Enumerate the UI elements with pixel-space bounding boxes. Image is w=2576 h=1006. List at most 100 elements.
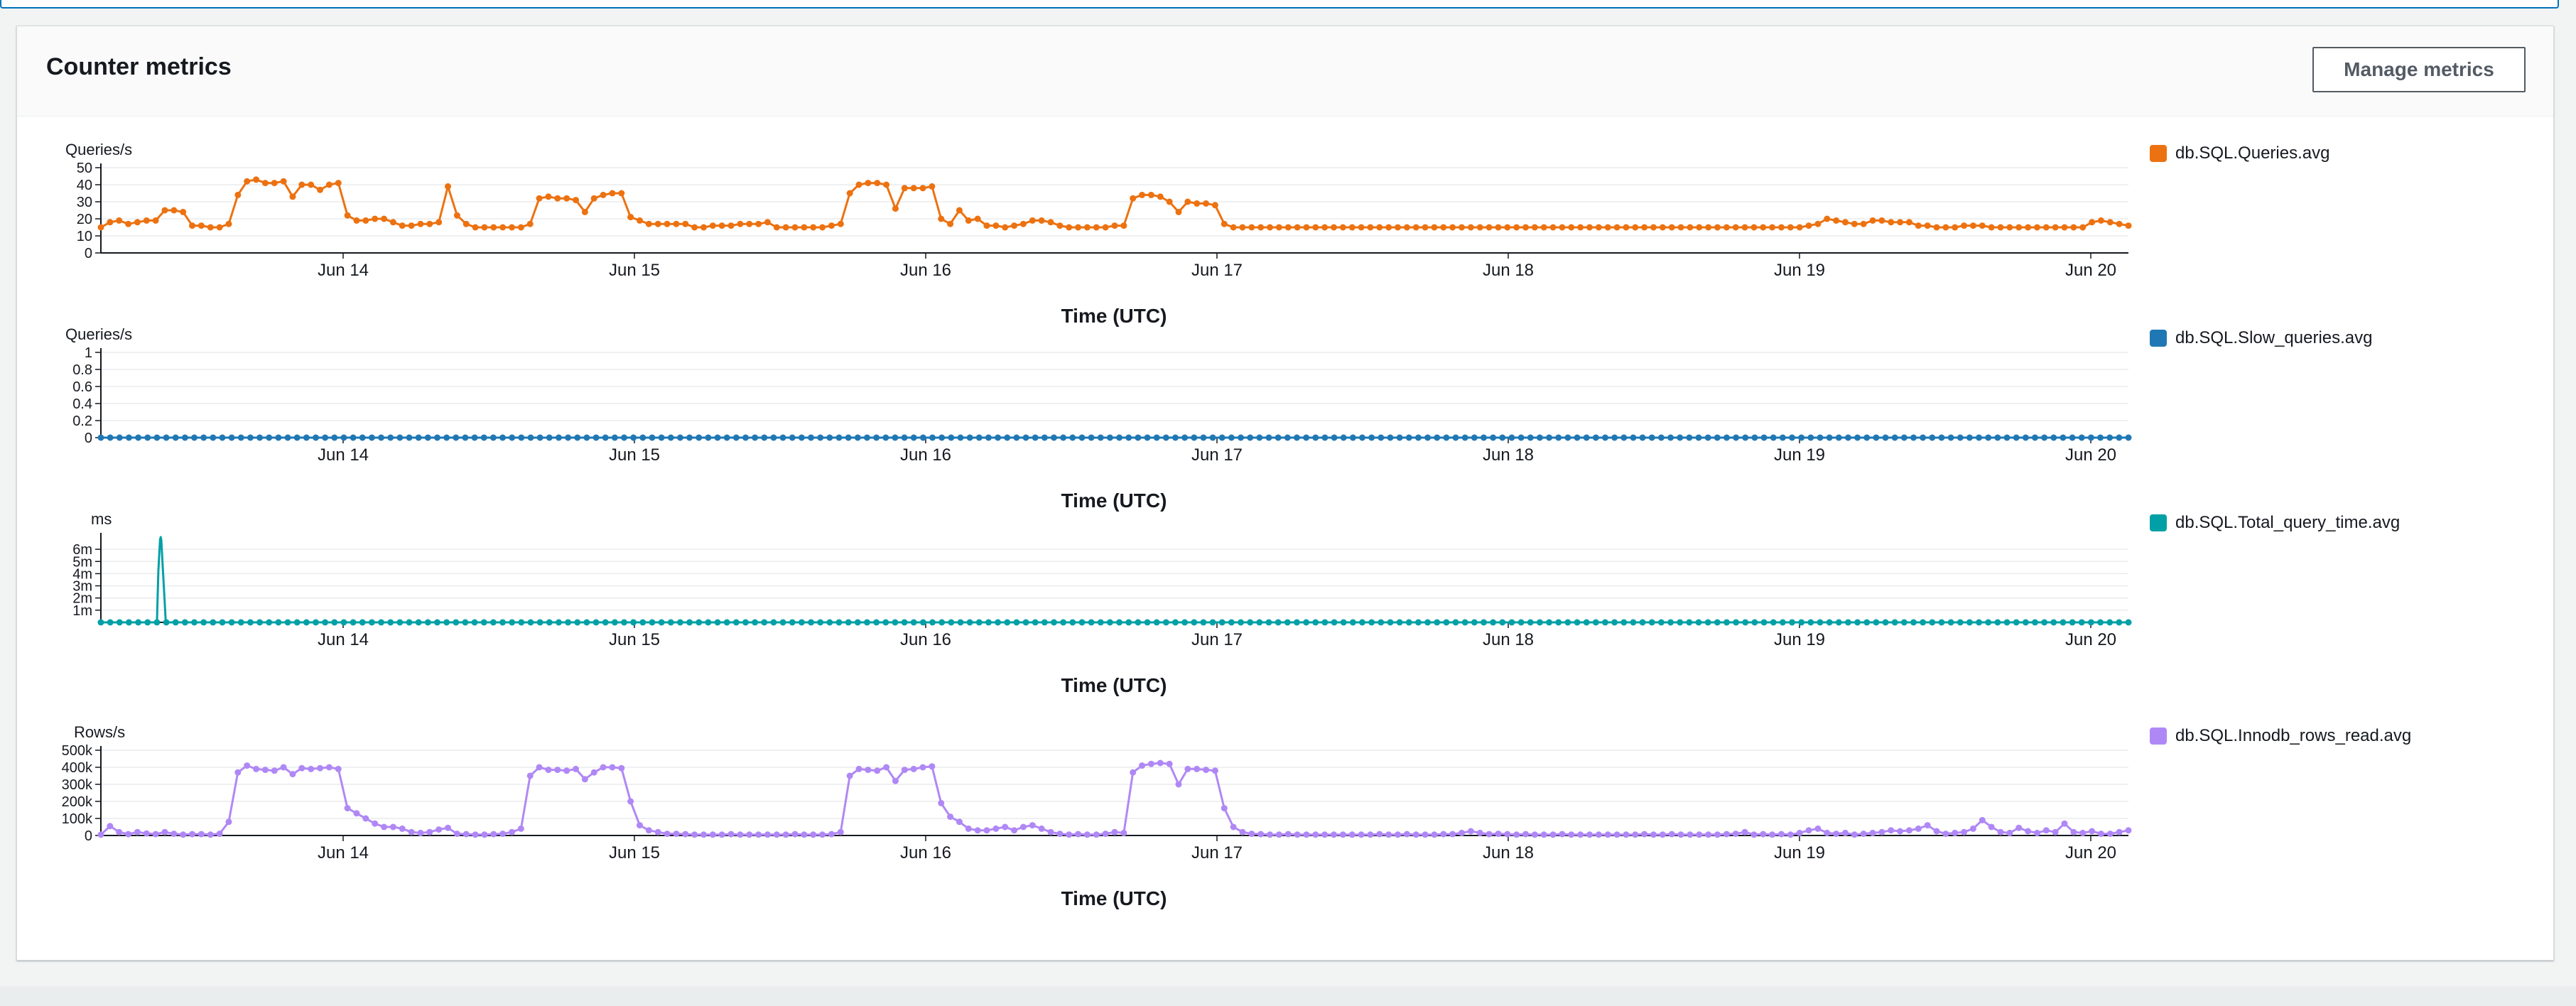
data-point bbox=[773, 224, 780, 231]
data-point bbox=[1312, 434, 1319, 441]
legend-item[interactable]: db.SQL.Queries.avg bbox=[2150, 142, 2329, 165]
legend-item[interactable]: db.SQL.Total_query_time.avg bbox=[2150, 512, 2400, 534]
data-point bbox=[1175, 208, 1182, 215]
data-point bbox=[621, 434, 628, 441]
data-point bbox=[1714, 224, 1721, 231]
data-point bbox=[1604, 224, 1611, 231]
data-point bbox=[1422, 224, 1429, 231]
data-point bbox=[1787, 224, 1794, 231]
data-point bbox=[874, 767, 881, 774]
data-point bbox=[2079, 829, 2087, 836]
data-point bbox=[1979, 222, 1986, 229]
data-point bbox=[1162, 434, 1169, 441]
data-point bbox=[1601, 619, 1608, 626]
manage-metrics-button[interactable]: Manage metrics bbox=[2312, 47, 2526, 92]
data-point bbox=[1247, 434, 1254, 441]
data-point bbox=[835, 434, 843, 441]
data-point bbox=[275, 434, 282, 441]
panel-title: Counter metrics bbox=[46, 53, 232, 80]
data-point bbox=[216, 831, 223, 838]
data-point bbox=[837, 220, 844, 227]
data-point bbox=[1770, 434, 1777, 441]
data-point bbox=[1613, 224, 1620, 231]
data-point bbox=[1275, 831, 1282, 838]
data-point bbox=[882, 434, 889, 441]
x-tick-label: Jun 14 bbox=[318, 630, 369, 649]
data-point bbox=[1924, 822, 1931, 829]
data-point bbox=[1194, 200, 1201, 207]
data-point bbox=[317, 764, 324, 772]
data-point bbox=[1267, 831, 1274, 838]
x-tick-label: Jun 19 bbox=[1774, 445, 1825, 465]
data-point bbox=[1687, 224, 1694, 231]
y-unit-label: Rows/s bbox=[74, 725, 125, 741]
data-point bbox=[490, 831, 497, 838]
data-point bbox=[1171, 619, 1179, 626]
data-point bbox=[293, 434, 301, 441]
data-point bbox=[966, 434, 973, 441]
data-point bbox=[1368, 434, 1375, 441]
data-point bbox=[1125, 434, 1132, 441]
data-point bbox=[974, 215, 981, 222]
data-point bbox=[1495, 831, 1502, 838]
data-point bbox=[1191, 619, 1198, 626]
data-point bbox=[1403, 224, 1410, 231]
data-point bbox=[1639, 434, 1646, 441]
data-point bbox=[1135, 619, 1142, 626]
data-point bbox=[565, 619, 572, 626]
data-point bbox=[197, 831, 205, 838]
data-point bbox=[1228, 619, 1235, 626]
data-point bbox=[1181, 619, 1189, 626]
data-point bbox=[1340, 434, 1347, 441]
data-point bbox=[1966, 619, 1973, 626]
data-point bbox=[1723, 224, 1730, 231]
legend-item[interactable]: db.SQL.Slow_queries.avg bbox=[2150, 327, 2373, 350]
data-point bbox=[340, 619, 347, 626]
data-point bbox=[1403, 831, 1410, 838]
data-point bbox=[489, 434, 497, 441]
data-point bbox=[1798, 434, 1805, 441]
data-point bbox=[144, 619, 151, 626]
data-point bbox=[1256, 619, 1263, 626]
data-point bbox=[1942, 224, 1949, 231]
data-point bbox=[298, 181, 305, 188]
data-point bbox=[770, 434, 777, 441]
data-point bbox=[1639, 619, 1646, 626]
data-point bbox=[1704, 434, 1711, 441]
legend-swatch bbox=[2150, 330, 2167, 347]
data-point bbox=[471, 434, 478, 441]
legend-item[interactable]: db.SQL.Innodb_rows_read.avg bbox=[2150, 725, 2411, 747]
x-tick-label: Jun 19 bbox=[1774, 261, 1825, 280]
data-point bbox=[1623, 224, 1630, 231]
previous-panel-edge bbox=[0, 0, 2559, 9]
data-point bbox=[2015, 824, 2023, 831]
data-point bbox=[1032, 619, 1039, 626]
data-point bbox=[1349, 619, 1356, 626]
x-tick-label: Jun 20 bbox=[2065, 445, 2116, 465]
data-point bbox=[517, 224, 524, 231]
data-point bbox=[161, 828, 168, 835]
data-point bbox=[985, 434, 992, 441]
data-point bbox=[910, 765, 917, 772]
data-point bbox=[1841, 219, 1849, 226]
data-point bbox=[1376, 224, 1383, 231]
data-point bbox=[1157, 193, 1164, 200]
data-point bbox=[1888, 827, 1895, 834]
x-axis-title: Time (UTC) bbox=[1061, 887, 1167, 909]
data-point bbox=[527, 619, 534, 626]
data-point bbox=[1175, 781, 1182, 788]
data-point bbox=[303, 619, 310, 626]
data-point bbox=[312, 619, 319, 626]
x-tick-label: Jun 14 bbox=[318, 261, 369, 280]
data-point bbox=[1969, 222, 1976, 229]
data-point bbox=[1513, 224, 1520, 231]
data-point bbox=[433, 434, 440, 441]
data-point bbox=[389, 823, 396, 831]
y-tick-label: 0 bbox=[85, 431, 92, 446]
data-point bbox=[153, 434, 161, 441]
data-point bbox=[2041, 619, 2048, 626]
data-point bbox=[2060, 619, 2067, 626]
data-point bbox=[1153, 619, 1160, 626]
data-point bbox=[1230, 224, 1237, 231]
data-point bbox=[1293, 619, 1300, 626]
